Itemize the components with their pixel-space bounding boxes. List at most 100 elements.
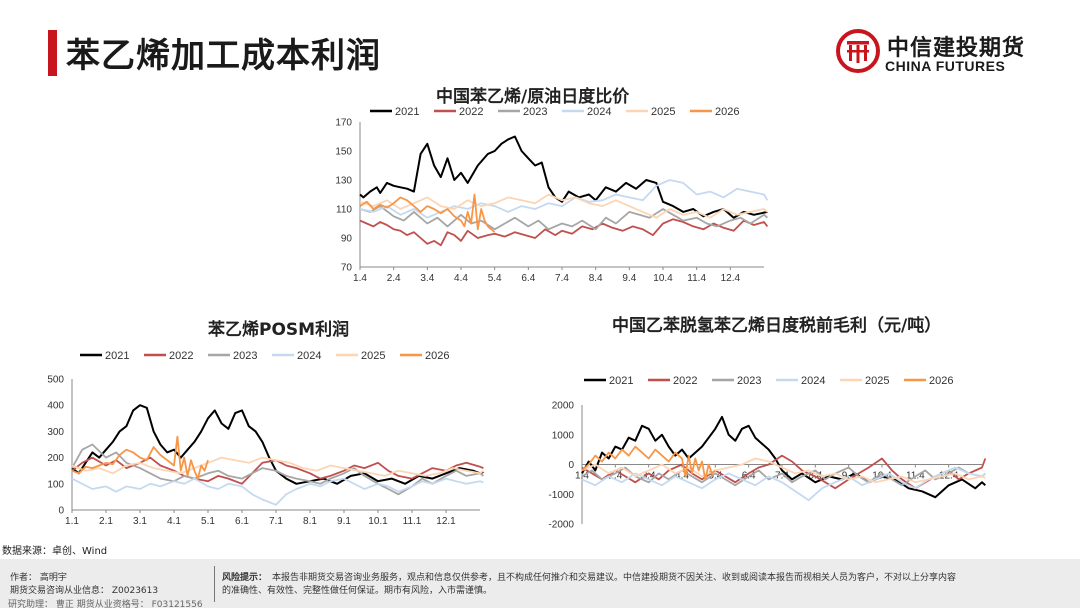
legend-label-2021: 2021 — [105, 350, 129, 362]
x-tick-label: 6.1 — [235, 516, 249, 527]
chart-2-title: 苯乙烯POSM利润 — [208, 320, 350, 340]
y-tick-label: 0 — [58, 506, 64, 517]
y-tick-label: 500 — [47, 375, 64, 386]
x-tick-label: 5.1 — [201, 516, 215, 527]
chart-1-ratio: 2021 2022 2023 2024 2025 2026 70 90 110 130 150 170… — [335, 106, 769, 284]
footer-risk-label: 风险提示： — [222, 573, 268, 583]
x-tick-label: 2.4 — [387, 273, 401, 284]
legend-label-2024: 2024 — [297, 350, 321, 362]
y-tick-label: 130 — [335, 176, 352, 187]
series-line-2024 — [581, 466, 986, 502]
legend-label-2023: 2023 — [233, 350, 257, 362]
data-source: 数据来源：卓创、Wind — [2, 546, 108, 557]
y-tick-label: 400 — [47, 401, 64, 412]
series-line-2021 — [581, 415, 986, 499]
footer: 作者： 高明宇 期货交易咨询从业信息： Z0023613 研究助理： 曹正 期货… — [0, 559, 1080, 610]
y-tick-label: 90 — [341, 234, 353, 245]
legend-label-2025: 2025 — [361, 350, 385, 362]
y-tick-label: 1000 — [552, 430, 575, 441]
x-tick-label: 2.4 — [608, 471, 622, 482]
y-tick-label: 0 — [568, 460, 574, 471]
series-line-2025 — [581, 457, 986, 484]
x-tick-label: 4.4 — [675, 471, 689, 482]
x-tick-label: 9.4 — [622, 273, 636, 284]
x-tick-label: 10.4 — [653, 273, 673, 284]
legend-label-2022: 2022 — [459, 106, 483, 118]
legend-label-2024: 2024 — [587, 106, 611, 118]
footer-risk-line-2: 的准确性、有效性、完整性做任何保证。期市有风险，入市需谨慎。 — [222, 586, 493, 596]
x-tick-label: 8.4 — [589, 273, 603, 284]
series-line-2026 — [581, 445, 716, 481]
y-tick-label: 70 — [341, 263, 353, 274]
logo-name-cn: 中信建投期货 — [887, 36, 1026, 61]
chart-3-title: 中国乙苯脱氢苯乙烯日度税前毛利（元/吨） — [612, 316, 942, 336]
x-tick-label: 4.1 — [167, 516, 181, 527]
footer-divider — [214, 566, 215, 602]
legend-label-2021: 2021 — [395, 106, 419, 118]
x-tick-label: 1.1 — [65, 516, 79, 527]
x-tick-label: 6.4 — [521, 273, 535, 284]
series-line-2023 — [71, 443, 484, 496]
x-tick-label: 3.4 — [642, 471, 656, 482]
series-line-2021 — [71, 404, 484, 485]
legend-label-2025: 2025 — [865, 375, 889, 387]
legend-label-2022: 2022 — [673, 375, 697, 387]
x-tick-label: 11.1 — [403, 516, 422, 527]
x-tick-label: 7.4 — [555, 273, 569, 284]
x-tick-label: 7.4 — [775, 471, 789, 482]
title-accent-bar — [48, 30, 57, 76]
legend-label-2022: 2022 — [169, 350, 193, 362]
y-tick-label: 2000 — [552, 401, 575, 412]
chart-2-posm-profit: 2021 2022 2023 2024 2025 2026 0 100 200 300 400 500… — [47, 350, 484, 527]
x-tick-label: 2.1 — [99, 516, 113, 527]
y-tick-label: 170 — [335, 118, 352, 129]
legend-label-2025: 2025 — [651, 106, 675, 118]
chart-1-title: 中国苯乙烯/原油日度比价 — [436, 87, 630, 107]
series-line-2024 — [71, 477, 484, 506]
y-tick-label: -1000 — [548, 490, 574, 501]
x-tick-label: 7.1 — [269, 516, 283, 527]
legend-label-2023: 2023 — [737, 375, 761, 387]
footer-assistant: 研究助理： 曹正 期货从业资格号： F03121556 — [8, 600, 203, 610]
chart-3-dehydrogenation-margin: 2021 2022 2023 2024 2025 2026 -2000 -1000 0 1000 2… — [548, 375, 987, 531]
y-tick-label: 150 — [335, 147, 352, 158]
x-tick-label: 3.1 — [133, 516, 147, 527]
x-tick-label: 12.1 — [436, 516, 456, 527]
y-tick-label: 300 — [47, 427, 64, 438]
x-tick-label: 5.4 — [708, 471, 722, 482]
y-tick-label: 110 — [336, 205, 352, 216]
legend-label-2021: 2021 — [609, 375, 633, 387]
x-tick-label: 4.4 — [454, 273, 468, 284]
x-tick-label: 9.1 — [337, 516, 351, 527]
x-tick-label: 5.4 — [488, 273, 502, 284]
page-title: 苯乙烯加工成本利润 — [66, 36, 381, 76]
legend-label-2026: 2026 — [929, 375, 953, 387]
x-tick-label: 8.1 — [303, 516, 317, 527]
legend-label-2026: 2026 — [425, 350, 449, 362]
footer-license: 期货交易咨询从业信息： Z0023613 — [10, 586, 159, 596]
x-tick-label: 11.4 — [687, 273, 706, 284]
series-line-2022 — [359, 218, 769, 247]
footer-risk-line-1: 本报告非期货交易咨询业务服务，观点和信息仅供参考，且不构成任何推介和交易建议。中… — [272, 573, 957, 583]
x-tick-label: 10.1 — [368, 516, 388, 527]
legend-label-2024: 2024 — [801, 375, 825, 387]
series-line-2023 — [359, 205, 768, 231]
x-tick-label: 1.4 — [353, 273, 367, 284]
series-line-2025 — [71, 456, 484, 477]
series-line-2024 — [359, 179, 769, 219]
legend-label-2026: 2026 — [715, 106, 739, 118]
series-line-2021 — [359, 135, 768, 219]
logo-name-en: CHINA FUTURES — [885, 58, 1006, 74]
y-tick-label: -2000 — [548, 520, 574, 531]
company-logo: 中信建投期货 CHINA FUTURES — [835, 28, 1035, 80]
x-tick-label: 3.4 — [420, 273, 434, 284]
legend-label-2023: 2023 — [523, 106, 547, 118]
x-tick-label: 12.4 — [721, 273, 741, 284]
y-tick-label: 100 — [47, 479, 64, 490]
series-line-2025 — [359, 193, 768, 219]
y-tick-label: 200 — [47, 453, 64, 464]
x-tick-label: 12.4 — [939, 471, 959, 482]
series-line-2026 — [359, 193, 496, 233]
citic-logo-icon — [836, 29, 880, 73]
series-line-2026 — [71, 435, 209, 480]
